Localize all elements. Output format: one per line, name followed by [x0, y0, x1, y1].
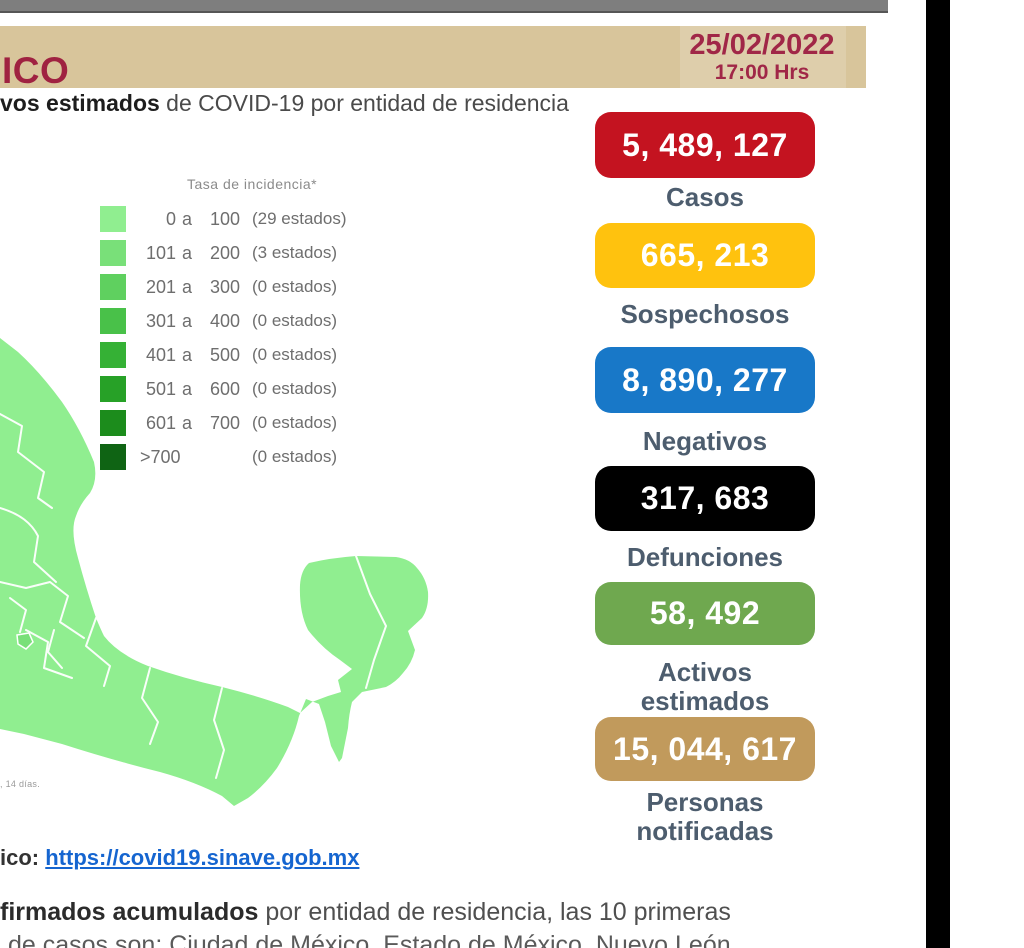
legend-state-count: (29 estados)	[252, 209, 347, 228]
report-header-bar: ICO 25/02/2022 17:00 Hrs	[0, 26, 866, 91]
legend-row: 0 a 100 (29 estados)	[100, 206, 347, 232]
report-subtitle: vos estimados de COVID-19 por entidad de…	[0, 90, 569, 117]
notified-label: Personas notificadas	[636, 787, 774, 846]
legend-range-low: 0	[165, 208, 176, 229]
legend-range-high	[203, 447, 245, 468]
legend-state-count: (0 estados)	[252, 447, 338, 466]
legend-state-count: (0 estados)	[252, 311, 338, 330]
legend-state-count: (0 estados)	[252, 413, 338, 432]
top-gray-bar	[0, 0, 888, 13]
legend-swatch	[100, 342, 126, 368]
legend-range-high: 100	[209, 208, 240, 229]
state-borders	[0, 413, 387, 779]
suspected-label: Sospechosos	[620, 299, 790, 329]
active-badge: 58, 492	[595, 582, 815, 645]
legend-range-low: 301	[145, 310, 176, 331]
cozumel-island	[417, 605, 423, 611]
negatives-label: Negativos	[642, 426, 768, 456]
legend-row: 301 a 400 (0 estados)	[100, 308, 347, 334]
subtitle-bold-fragment: vos estimados	[0, 90, 160, 116]
page-edge-stripe	[926, 0, 950, 948]
mexico-choropleth-map	[0, 338, 429, 806]
legend-range-high: 700	[209, 412, 240, 433]
negatives-badge: 8, 890, 277	[595, 347, 815, 413]
map-footnote-fragment: , 14 días.	[0, 779, 41, 789]
legend-swatch	[100, 206, 126, 232]
deaths-badge: 317, 683	[595, 466, 815, 531]
suspected-badge: 665, 213	[595, 223, 815, 288]
legend-range-high: 400	[209, 310, 240, 331]
legend-range-high: 300	[209, 276, 240, 297]
report-date: 25/02/2022	[689, 29, 835, 61]
header-date-panel	[680, 26, 846, 88]
legend-range-low: 601	[145, 412, 176, 433]
legend-rows: 0 a 100 (29 estados) 101 a 200 (3 estados) 2…	[100, 206, 347, 478]
footer-paragraph: firmados acumulados por entidad de resid…	[0, 896, 900, 948]
legend-title: Tasa de incidencia*	[187, 176, 318, 192]
notified-badge: 15, 044, 617	[595, 717, 815, 781]
source-prefix-fragment: ico:	[0, 845, 40, 870]
highlight-state	[16, 632, 34, 650]
legend-range-high: 500	[209, 344, 240, 365]
legend-row: 601 a 700 (0 estados)	[100, 410, 347, 436]
report-datetime: 25/02/2022 17:00 Hrs	[680, 29, 844, 85]
source-line: ico: https://covid19.sinave.gob.mx	[0, 845, 359, 871]
footer-bold-fragment: firmados acumulados	[0, 898, 259, 926]
report-time: 17:00 Hrs	[714, 61, 810, 84]
legend-row: 501 a 600 (0 estados)	[100, 376, 347, 402]
legend-swatch	[100, 444, 126, 470]
legend-swatch	[100, 410, 126, 436]
page-title-fragment: ICO	[2, 50, 70, 91]
legend-state-count: (0 estados)	[252, 379, 338, 398]
legend-swatch	[100, 308, 126, 334]
cases-label: Casos	[665, 182, 745, 212]
legend-state-count: (3 estados)	[252, 243, 338, 262]
cases-badge: 5, 489, 127	[595, 112, 815, 178]
legend-range-low: >700	[140, 446, 181, 467]
subtitle-rest: de COVID-19 por entidad de residencia	[159, 90, 569, 116]
legend-row: 201 a 300 (0 estados)	[100, 274, 347, 300]
legend-row: 101 a 200 (3 estados)	[100, 240, 347, 266]
mexico-landmass	[0, 338, 429, 806]
legend-range-low: 401	[145, 344, 176, 365]
legend-range-high: 200	[209, 242, 240, 263]
legend-swatch	[100, 240, 126, 266]
legend-row: >700 (0 estados)	[100, 444, 347, 470]
legend-swatch	[100, 274, 126, 300]
legend-range-low: 201	[145, 276, 176, 297]
legend-row: 401 a 500 (0 estados)	[100, 342, 347, 368]
footer-line2: de casos son: Ciudad de México, Estado d…	[8, 931, 738, 948]
active-label: Activos estimados	[640, 657, 770, 716]
legend-swatch	[100, 376, 126, 402]
sinave-link[interactable]: https://covid19.sinave.gob.mx	[45, 845, 360, 870]
legend-state-count: (0 estados)	[252, 277, 338, 296]
legend-range-high: 600	[209, 378, 240, 399]
legend-range-low: 101	[145, 242, 176, 263]
deaths-label: Defunciones	[626, 542, 784, 572]
legend-state-count: (0 estados)	[252, 345, 338, 364]
legend-range-low: 501	[145, 378, 176, 399]
